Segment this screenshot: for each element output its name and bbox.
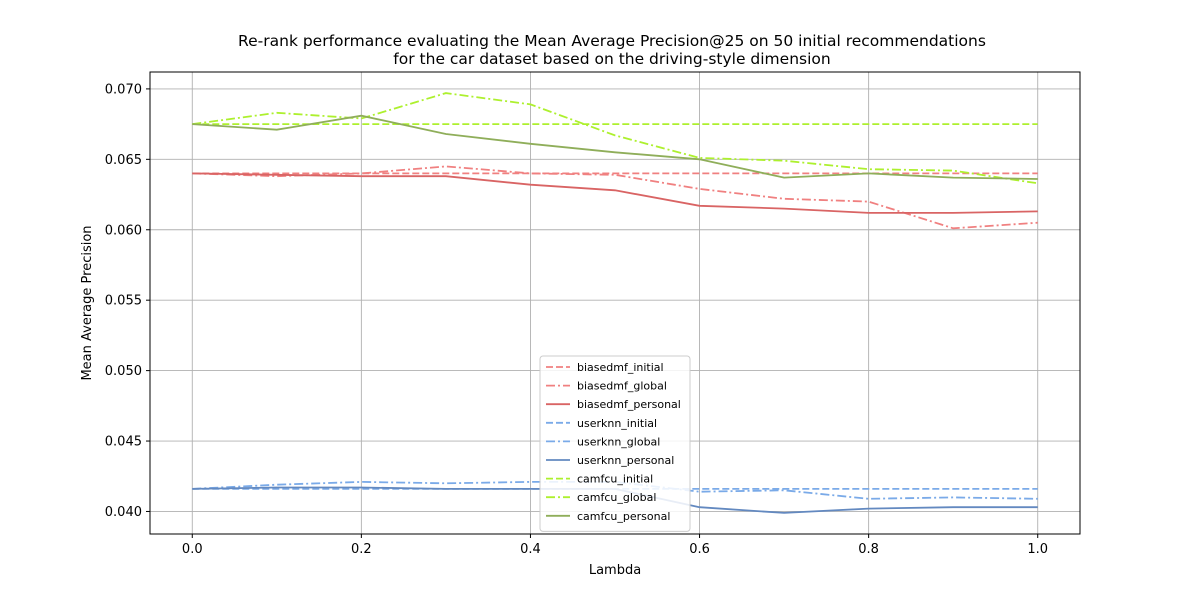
legend-box bbox=[539, 355, 691, 532]
legend-label: biasedmf_global bbox=[577, 380, 667, 393]
x-axis-label: Lambda bbox=[589, 563, 641, 578]
y-tick-label: 0.045 bbox=[105, 435, 142, 450]
x-axis-ticks: 0.0 0.2 0.4 0.6 0.8 1.0 bbox=[182, 534, 1048, 557]
x-tick-label: 0.0 bbox=[182, 542, 203, 557]
x-tick-label: 0.8 bbox=[858, 542, 879, 557]
y-tick-label: 0.040 bbox=[105, 505, 142, 520]
series-line-camfcu-global bbox=[192, 92, 1038, 185]
y-tick-label: 0.050 bbox=[105, 364, 142, 379]
legend-label: userknn_initial bbox=[577, 417, 657, 430]
y-tick-label: 0.070 bbox=[105, 82, 142, 97]
legend-label: biasedmf_initial bbox=[577, 361, 664, 374]
legend-label: userknn_personal bbox=[577, 454, 674, 467]
series-line-camfcu-personal bbox=[192, 114, 1038, 180]
y-tick-label: 0.065 bbox=[105, 153, 142, 168]
x-tick-label: 0.6 bbox=[689, 542, 710, 557]
plot-frame bbox=[149, 71, 1081, 535]
legend: biasedmf_initial biasedmf_global biasedmf_… bbox=[539, 355, 691, 532]
x-tick-label: 1.0 bbox=[1027, 542, 1048, 557]
legend-label: camfcu_personal bbox=[577, 510, 670, 523]
series-line-biasedmf-global bbox=[192, 165, 1038, 230]
series-line-userknn-global bbox=[192, 480, 1038, 500]
legend-label: userknn_global bbox=[577, 435, 660, 448]
legend-label: camfcu_global bbox=[577, 491, 656, 504]
series-line-biasedmf-personal bbox=[192, 172, 1038, 214]
legend-label: biasedmf_personal bbox=[577, 398, 681, 411]
y-axis-ticks: 0.040 0.045 0.050 0.055 0.060 0.065 0.070 bbox=[105, 82, 150, 520]
x-tick-label: 0.2 bbox=[351, 542, 372, 557]
legend-label: camfcu_initial bbox=[577, 473, 653, 486]
y-axis-label: Mean Average Precision bbox=[80, 225, 95, 380]
y-tick-label: 0.060 bbox=[105, 223, 142, 238]
x-tick-label: 0.4 bbox=[520, 542, 541, 557]
chart-subtitle: for the car dataset based on the driving… bbox=[393, 50, 830, 68]
y-tick-label: 0.055 bbox=[105, 294, 142, 309]
chart-title: Re-rank performance evaluating the Mean … bbox=[238, 32, 986, 50]
